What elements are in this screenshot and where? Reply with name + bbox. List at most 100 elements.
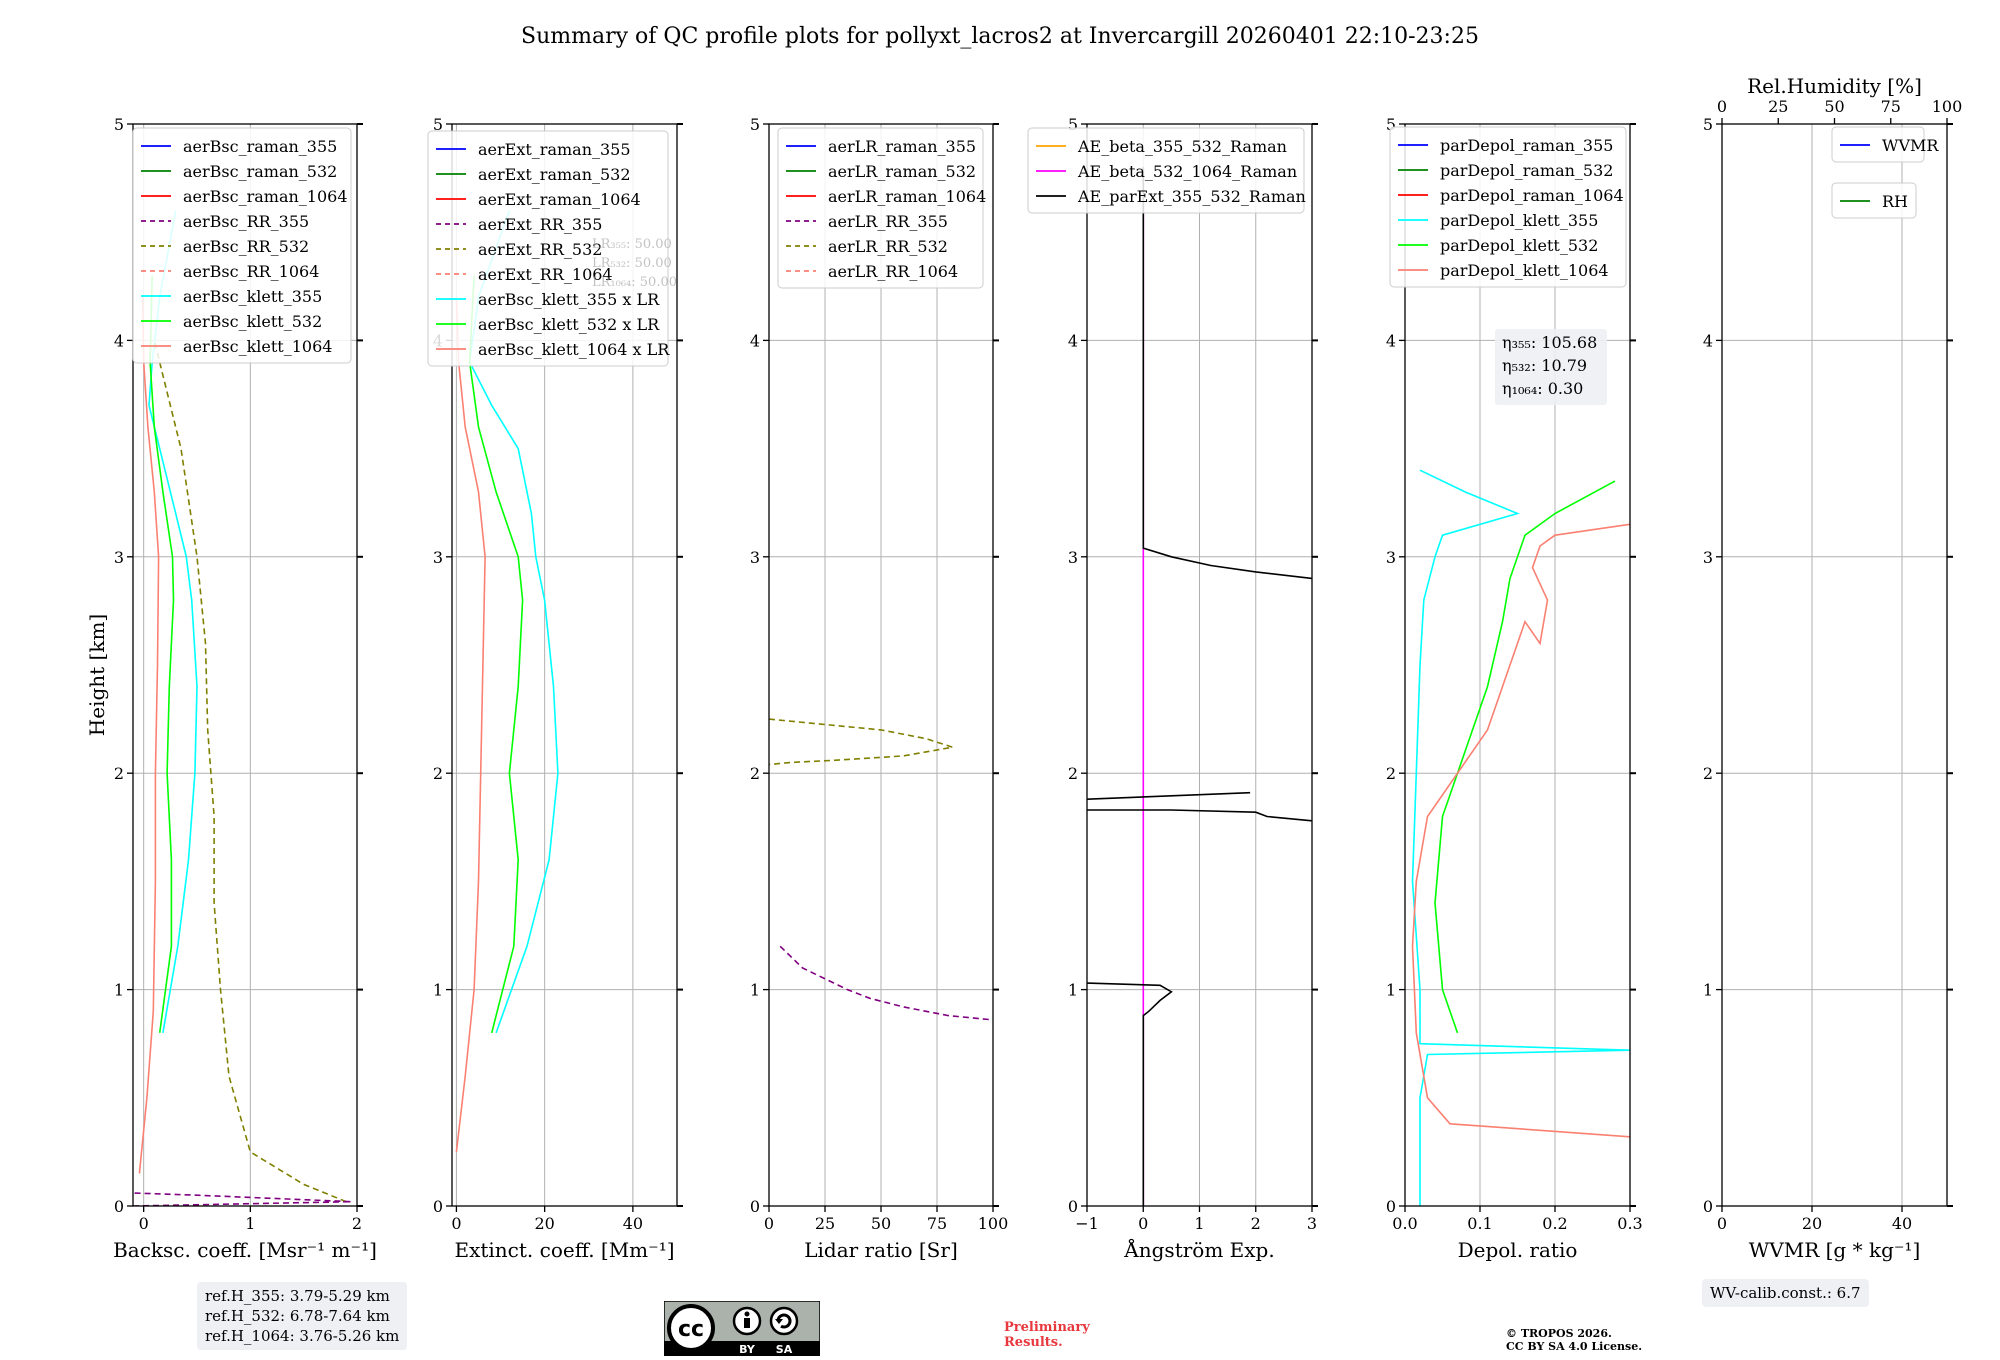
- series-AE_parExt_355_532_Raman: [1087, 791, 1251, 800]
- top-x-axis-label: Rel.Humidity [%]: [1747, 74, 1922, 98]
- legend-entry: AE_beta_532_1064_Raman: [1077, 162, 1297, 181]
- top-x-tick-label: 100: [1932, 97, 1963, 116]
- panel-depolarization: 0.0 0.1 0.2 0.3 0 1 2 3 4 5 Depol. ratio parDepol_r…: [1386, 115, 1643, 1262]
- y-tick-label: 3: [1386, 548, 1396, 567]
- y-tick-label: 3: [433, 548, 443, 567]
- by-text: BY: [739, 1343, 756, 1356]
- ref-height-532: ref.H_532: 6.78-7.64 km: [205, 1307, 390, 1325]
- legend-box: [1389, 126, 1627, 288]
- x-tick-label: 1: [1194, 1214, 1204, 1233]
- x-tick-label: 2: [352, 1214, 362, 1233]
- y-tick-label: 5: [750, 115, 760, 134]
- y-tick-label: 1: [1703, 981, 1713, 1000]
- preliminary-line-1: Preliminary: [1004, 1320, 1090, 1335]
- series-aerLR_RR_355: [779, 945, 993, 1021]
- panel-lidar_ratio: 0 25 50 75 100 0 1 2 3 4 5 Lidar ratio [Sr] aerLR_ra…: [750, 115, 1008, 1262]
- top-x-tick-label: 75: [1881, 97, 1901, 116]
- legend-entry: parDepol_klett_532: [1440, 236, 1598, 255]
- x-tick-label: 0.2: [1542, 1214, 1567, 1233]
- legend-entry: AE_parExt_355_532_Raman: [1077, 187, 1306, 206]
- legend-entry: aerBsc_raman_355: [183, 137, 337, 156]
- legend-entry: aerExt_RR_1064: [478, 265, 613, 284]
- x-tick-label: 100: [978, 1214, 1009, 1233]
- y-tick-label: 0: [1068, 1197, 1078, 1216]
- series-AE_parExt_355_532_Raman: [1087, 982, 1173, 1206]
- legend-lidar_ratio: aerLR_raman_355 aerLR_raman_532 aerLR_rama…: [777, 127, 986, 289]
- ref-height-box: ref.H_355: 3.79-5.29 km ref.H_532: 6.78-…: [197, 1282, 408, 1350]
- x-tick-label: 50: [871, 1214, 891, 1233]
- legend-entry: aerLR_RR_532: [828, 237, 948, 256]
- series-aerLR_RR_532: [769, 718, 953, 766]
- legend-box: [1027, 127, 1305, 214]
- x-tick-label: 0: [1717, 1214, 1727, 1233]
- y-tick-label: 2: [750, 764, 760, 783]
- legend-entry: aerBsc_raman_532: [183, 162, 337, 181]
- panel-extinction: 02040012345Extinct. coeff. [Mm⁻¹]aerExt_…: [427, 115, 683, 1262]
- legend-box: [427, 130, 669, 367]
- legend-entry: AE_beta_355_532_Raman: [1077, 137, 1287, 156]
- eta-annotation: η₁₀₆₄: 0.30: [1502, 379, 1583, 398]
- y-tick-label: 2: [114, 764, 124, 783]
- figure-title: Summary of QC profile plots for pollyxt_…: [521, 24, 1479, 49]
- ref-height-355: ref.H_355: 3.79-5.29 km: [205, 1287, 390, 1305]
- series-aerBsc_klett_532 x LR: [468, 275, 524, 1034]
- legend-entry: aerBsc_klett_532: [183, 312, 322, 331]
- y-tick-label: 1: [750, 981, 760, 1000]
- top-x-tick-label: 0: [1717, 97, 1727, 116]
- legend-angstrom: AE_beta_355_532_Raman AE_beta_532_1064_Ra…: [1027, 127, 1306, 214]
- x-axis-label-angstrom: Ångström Exp.: [1123, 1237, 1274, 1262]
- copyright-line-1: © TROPOS 2026.: [1506, 1327, 1612, 1340]
- x-tick-label: 75: [927, 1214, 947, 1233]
- y-tick-label: 0: [114, 1197, 124, 1216]
- y-tick-label: 1: [1386, 981, 1396, 1000]
- legend-box: [132, 127, 352, 364]
- x-tick-label: 0.1: [1467, 1214, 1492, 1233]
- legend-backscatter: aerBsc_raman_355 aerBsc_raman_532 aerBsc_r…: [132, 127, 352, 364]
- axes-frame: [132, 123, 358, 1207]
- series-aerBsc_klett_1064 x LR: [455, 297, 486, 1152]
- ref-height-1064: ref.H_1064: 3.76-5.26 km: [205, 1327, 400, 1345]
- top-x-tick-label: 25: [1768, 97, 1788, 116]
- y-tick-label: 3: [114, 548, 124, 567]
- x-tick-label: 0: [451, 1214, 461, 1233]
- legend-entry: aerBsc_RR_355: [183, 212, 309, 231]
- y-tick-label: 5: [1703, 115, 1713, 134]
- legend-entry: WVMR: [1882, 136, 1939, 155]
- y-tick-label: 1: [433, 981, 443, 1000]
- series-group: [1411, 469, 1630, 1206]
- series-AE_parExt_355_532_Raman: [1087, 809, 1312, 822]
- x-tick-label: 0: [139, 1214, 149, 1233]
- eta-annotation: η₅₃₂: 10.79: [1502, 356, 1587, 375]
- x-axis-label-extinction: Extinct. coeff. [Mm⁻¹]: [454, 1238, 674, 1262]
- legend-entry: parDepol_klett_1064: [1440, 261, 1609, 280]
- legend-box: [1831, 126, 1925, 163]
- legend-entry: aerBsc_RR_1064: [183, 262, 319, 281]
- y-tick-label: 2: [433, 764, 443, 783]
- lr-annotation: LR₃₅₅: 50.00: [592, 237, 672, 252]
- legend-entry: aerExt_raman_355: [478, 140, 631, 159]
- x-tick-label: 25: [815, 1214, 835, 1233]
- legend-entry: aerBsc_klett_1064 x LR: [478, 340, 670, 359]
- wv-calib-box: WV-calib.const.: 6.7: [1702, 1279, 1869, 1307]
- series-group: [1087, 167, 1312, 1206]
- series-parDepol_klett_532: [1434, 480, 1616, 1034]
- axes-frame: [1404, 123, 1631, 1207]
- legend-entry: aerExt_RR_355: [478, 215, 602, 234]
- series-aerBsc_RR_532: [153, 340, 347, 1203]
- legend-entry: aerBsc_klett_532 x LR: [478, 315, 660, 334]
- cc-license-badge: cc BY SA: [664, 1301, 820, 1356]
- x-axis-label-depolarization: Depol. ratio: [1458, 1238, 1578, 1262]
- copyright-note: © TROPOS 2026. CC BY SA 4.0 License.: [1506, 1327, 1642, 1353]
- x-tick-label: 0.3: [1617, 1214, 1642, 1233]
- legend-entry: aerLR_raman_1064: [828, 187, 986, 206]
- y-tick-label: 0: [750, 1197, 760, 1216]
- legend-box: [777, 127, 984, 289]
- series-parDepol_klett_1064: [1411, 523, 1630, 1138]
- sa-share-icon: [769, 1306, 799, 1336]
- y-tick-label: 5: [1068, 115, 1078, 134]
- x-tick-label: 20: [534, 1214, 554, 1233]
- y-tick-label: 2: [1703, 764, 1713, 783]
- x-axis-label-wvmr: WVMR [g * kg⁻¹]: [1749, 1238, 1921, 1262]
- legend-entry: aerLR_raman_532: [828, 162, 976, 181]
